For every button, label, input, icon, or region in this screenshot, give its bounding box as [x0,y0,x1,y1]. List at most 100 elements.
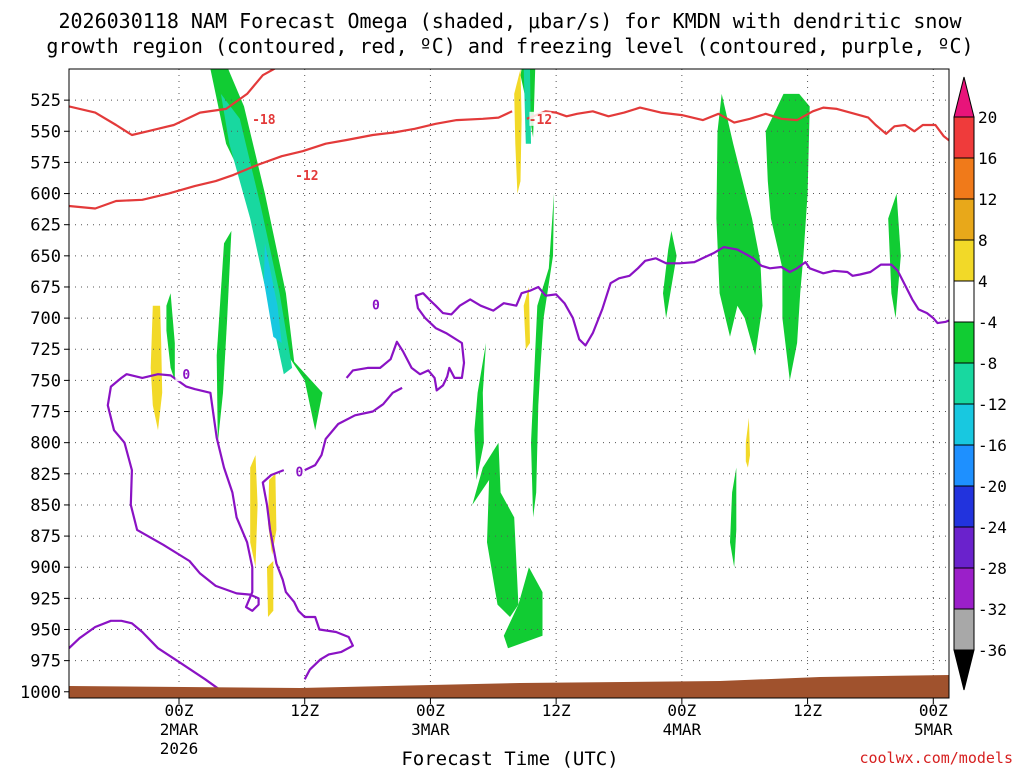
dendritic-contour-label-0: -18 [252,113,276,128]
x-tick-label-2: 00Z [416,701,445,720]
omega-region-6 [523,69,531,144]
y-tick-label-7: 700 [30,309,61,329]
colorbar-box-5 [953,403,975,446]
omega-region-7 [531,193,554,518]
contours: -18 -12 -12 0 0 0 [69,69,949,696]
omega-positive-region-5 [523,287,530,350]
y-tick-label-17: 950 [30,620,61,640]
y-axis: 525 550 575 600 625 650 675 700 725 750 775 800 825 8… [20,91,69,703]
x-tick-label-1: 12Z [290,701,319,720]
freezing-level-contour-2 [261,469,354,680]
freezing-level-contour-label-1: 0 [182,368,190,383]
colorbar-box-2 [953,526,975,569]
dendritic-contour-label-bg-2 [529,111,552,126]
colorbar-label-13: 20 [978,108,997,127]
omega-positive-region-3 [267,561,274,617]
dendritic-contour-label-2: -12 [529,113,552,128]
x-tick-label-3: 12Z [542,701,571,720]
omega-region-2 [263,243,282,343]
colorbar-label-2: -28 [978,559,1007,578]
omega-region-14 [730,467,737,568]
colorbar-label-4: -20 [978,477,1007,496]
omega-shading [150,69,901,649]
colorbar-label-3: -24 [978,518,1007,537]
x-tick-date-2: 3MAR [411,720,450,739]
y-tick-label-14: 875 [30,527,61,547]
omega-region-13 [765,93,810,381]
colorbar: -36 -32 -28 -24 -20 -16 -12 -8 -4 4 8 12 16 20 [953,76,1007,691]
freezing-level-contour-label-bg-0 [364,297,387,312]
colorbar-label-11: 12 [978,190,997,209]
y-tick-label-2: 575 [30,153,61,173]
x-tick-label-4: 00Z [667,701,696,720]
colorbar-box-7 [953,321,975,364]
colorbar-box-9 [953,239,975,282]
x-tick-label-0: 00Z [165,701,194,720]
terrain-ground [69,675,949,698]
colorbar-box-8 [953,280,975,323]
chart-title-line1: 2026030118 NAM Forecast Omega (shaded, μ… [58,9,962,33]
dendritic-contour-2 [526,106,949,142]
colorbar-label-12: 16 [978,149,997,168]
y-tick-label-1: 550 [30,122,61,142]
colorbar-box-1 [953,567,975,610]
omega-positive-region-0 [150,305,163,431]
freezing-level-contour-4 [69,619,227,696]
y-tick-label-5: 650 [30,247,61,267]
freezing-level-contour-label-2: 0 [296,465,304,480]
x-tick-label-5: 12Z [793,701,822,720]
freezing-level-contour-1 [106,373,260,612]
colorbar-box-11 [953,157,975,200]
y-tick-label-0: 525 [30,91,61,111]
dendritic-contour-0 [69,69,277,137]
colorbar-label-8: -4 [978,313,997,332]
y-tick-label-13: 850 [30,496,61,516]
dendritic-contour-label-1: -12 [295,169,318,184]
colorbar-box-12 [953,116,975,159]
plot-frame [68,68,950,699]
dendritic-contour-label-bg-0 [252,111,275,126]
omega-region-12 [716,93,763,356]
y-tick-label-11: 800 [30,434,61,454]
colorbar-label-6: -12 [978,395,1007,414]
y-tick-label-19: 1000 [20,683,61,703]
x-tick-date-0: 2MAR [160,720,199,739]
colorbar-label-0: -36 [978,641,1007,660]
dendritic-contour-1 [69,110,513,210]
colorbar-label-5: -16 [978,436,1007,455]
colorbar-label-9: 4 [978,272,988,291]
omega-region-3 [216,230,232,443]
x-tick-year-0: 2026 [160,739,199,758]
omega-region-10 [503,567,543,649]
y-tick-label-3: 600 [30,185,61,205]
colorbar-under-triangle [953,649,975,691]
omega-positive-region-1 [250,455,258,568]
colorbar-box-3 [953,485,975,528]
y-tick-label-9: 750 [30,371,61,391]
y-tick-label-10: 775 [30,403,61,423]
x-tick-date-4: 4MAR [663,720,702,739]
chart-title-line2: growth region (contoured, red, ºC) and f… [46,34,973,58]
dendritic-contour-label-bg-1 [295,167,318,182]
omega-region-11 [663,230,677,319]
colorbar-box-0 [953,608,975,651]
colorbar-over-triangle [953,76,975,118]
colorbar-box-6 [953,362,975,405]
omega-region-9 [472,442,519,617]
y-tick-label-6: 675 [30,278,61,298]
y-tick-label-15: 900 [30,558,61,578]
x-axis-label: Forecast Time (UTC) [401,748,618,768]
y-tick-label-4: 625 [30,216,61,236]
y-tick-label-18: 975 [30,652,61,672]
y-tick-label-12: 825 [30,465,61,485]
colorbar-label-10: 8 [978,231,988,250]
colorbar-label-7: -8 [978,354,997,373]
freezing-level-contour-3 [304,386,403,472]
freezing-level-contour-label-bg-2 [288,464,311,479]
omega-region-8 [474,343,486,480]
y-tick-label-16: 925 [30,589,61,609]
y-tick-label-8: 725 [30,340,61,360]
x-tick-label-6: 00Z [919,701,948,720]
